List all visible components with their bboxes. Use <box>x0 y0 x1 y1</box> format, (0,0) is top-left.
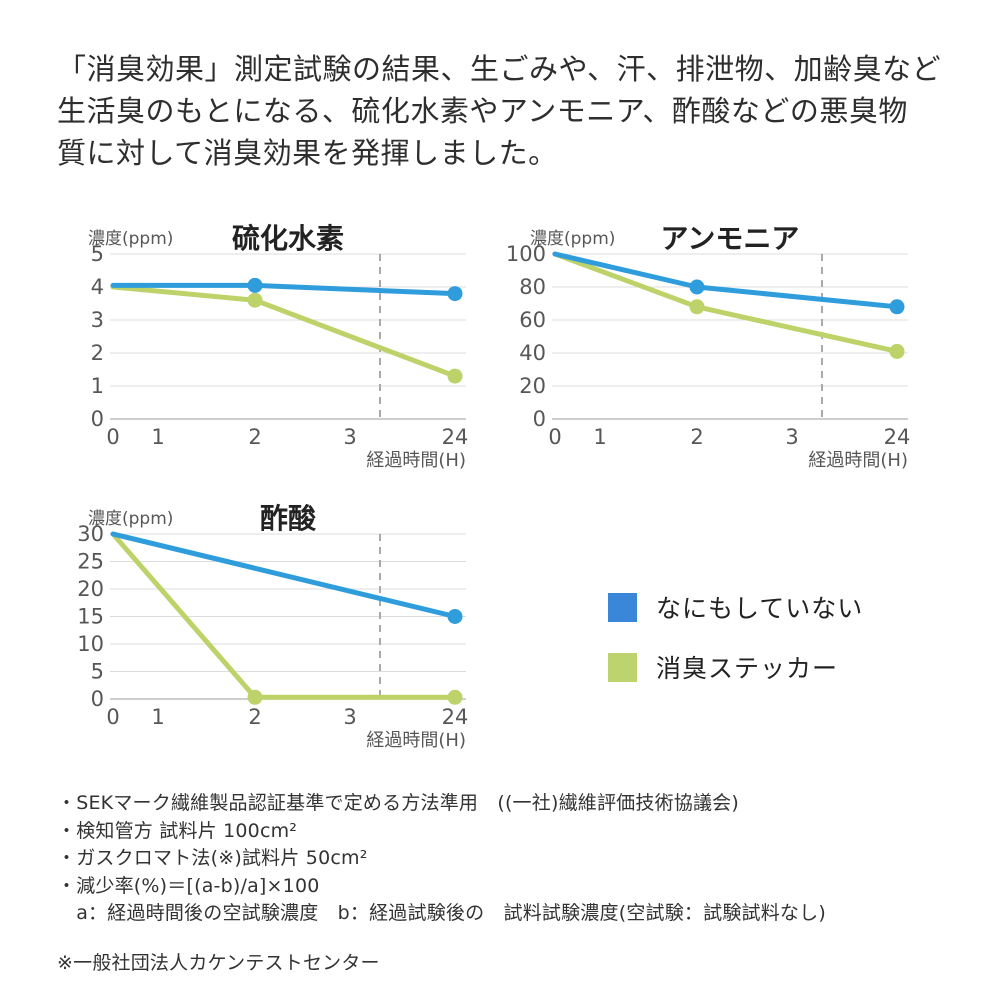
y-tick-label: 3 <box>91 308 104 332</box>
legend-label-deodorant-sticker: 消臭ステッカー <box>656 654 839 683</box>
footnote-line-2: ・検知管方 試料片 100cm² <box>57 819 298 842</box>
y-tick-label: 0 <box>533 407 546 431</box>
series-line <box>110 284 458 379</box>
x-tick-label: 3 <box>343 425 356 449</box>
x-tick-label: 1 <box>151 425 164 449</box>
y-tick-label: 0 <box>91 407 104 431</box>
chart-title: アンモニア <box>661 222 800 255</box>
data-point <box>447 368 463 384</box>
y-tick-label: 100 <box>506 242 546 266</box>
x-tick-label: 1 <box>593 425 606 449</box>
y-tick-label: 30 <box>77 522 104 546</box>
data-point <box>889 343 905 359</box>
x-tick-label: 0 <box>106 425 119 449</box>
y-tick-label: 60 <box>519 308 546 332</box>
data-point <box>247 689 263 705</box>
intro-line-1: 「消臭効果」測定試験の結果、生ごみや、汗、排泄物、加齢臭など <box>57 52 942 86</box>
y-tick-label: 4 <box>91 275 104 299</box>
y-axis-label: 濃度(ppm) <box>88 229 173 249</box>
data-point <box>889 299 905 315</box>
y-tick-label: 0 <box>91 687 104 711</box>
x-tick-label: 1 <box>151 705 164 729</box>
intro-line-3: 質に対して消臭効果を発揮しました。 <box>57 136 558 170</box>
x-tick-label: 0 <box>106 705 119 729</box>
x-tick-label: 0 <box>548 425 561 449</box>
x-axis-label: 経過時間(H) <box>366 450 466 471</box>
data-point <box>247 277 263 293</box>
y-tick-label: 40 <box>519 341 546 365</box>
y-tick-label: 80 <box>519 275 546 299</box>
chart-ammonia: 100 80 60 40 20 0 0 1 2 3 24 アンモニア 濃度(ppm) 経過時間(H) <box>500 211 940 471</box>
data-point <box>447 689 463 705</box>
chart-canvas: 100 80 60 40 20 00 1 2 3 24 アンモニア 濃度(ppm) 経過時間(H) <box>506 222 911 471</box>
chart-title: 硫化水素 <box>232 222 344 255</box>
data-point <box>447 609 463 624</box>
y-tick-label: 2 <box>91 341 104 365</box>
chart-acetic-acid: 30 25 20 15 10 5 0 0 1 2 3 24 酢酸 濃度(ppm) 経過時間(H) <box>58 491 498 751</box>
legend: なにもしていない 消臭ステッカー <box>608 589 863 709</box>
chart-canvas: 5 4 3 2 1 00 1 2 3 24 硫化水素 濃度(ppm) 経過時間(H) <box>88 222 469 471</box>
y-tick-label: 25 <box>77 550 104 574</box>
intro-text: 「消臭効果」測定試験の結果、生ごみや、汗、排泄物、加齢臭など 生活臭のもとになる… <box>57 48 957 174</box>
x-tick-label: 24 <box>884 425 911 449</box>
data-point <box>447 286 463 302</box>
series-line <box>110 531 458 619</box>
x-tick-label: 3 <box>785 425 798 449</box>
intro-line-2: 生活臭のもとになる、硫化水素やアンモニア、酢酸などの悪臭物 <box>57 94 908 128</box>
chart-title: 酢酸 <box>260 502 317 535</box>
x-axis-label: 経過時間(H) <box>808 450 908 471</box>
series-line <box>552 251 900 310</box>
data-point <box>247 292 263 308</box>
data-point <box>689 299 705 315</box>
footnote-line-1: ・SEKマーク繊維製品認証基準で定める方法準用 ((一社)繊維評価技術協議会) <box>57 792 739 814</box>
y-tick-label: 5 <box>91 242 104 266</box>
footnote-line-3: ・ガスクロマト法(※)試料片 50cm² <box>57 847 368 869</box>
legend-item-deodorant-sticker: 消臭ステッカー <box>608 649 863 685</box>
x-tick-label: 2 <box>248 705 261 729</box>
y-tick-label: 20 <box>519 374 546 398</box>
y-tick-label: 1 <box>91 374 104 398</box>
footnote-line-5: a：経過時間後の空試験濃度 b：経過試験後の 試料試験濃度(空試験：試験試料なし… <box>57 902 826 924</box>
y-axis-label: 濃度(ppm) <box>530 229 615 249</box>
legend-label-untreated: なにもしていない <box>656 594 864 623</box>
legend-swatch-blue <box>608 592 637 622</box>
test-center-note: ※一般社団法人カケンテストセンター <box>57 951 380 974</box>
x-tick-label: 3 <box>343 705 356 729</box>
footnote-line-4: ・減少率(%)＝[(a-b)/a]×100 <box>57 874 320 897</box>
legend-swatch-green <box>608 652 637 682</box>
y-tick-label: 5 <box>91 660 104 684</box>
footnotes: ・SEKマーク繊維製品認証基準で定める方法準用 ((一社)繊維評価技術協議会) … <box>57 790 967 977</box>
data-point <box>689 279 705 295</box>
chart-hydrogen-sulfide: 5 4 3 2 1 0 0 1 2 3 24 硫化水素 濃度(ppm) 経過時間(H) <box>58 211 498 471</box>
y-tick-label: 15 <box>77 605 104 629</box>
x-axis-label: 経過時間(H) <box>366 730 466 751</box>
x-tick-label: 24 <box>442 425 469 449</box>
x-tick-label: 2 <box>248 425 261 449</box>
series-line <box>110 531 458 700</box>
legend-item-untreated: なにもしていない <box>608 589 863 625</box>
y-tick-label: 10 <box>77 632 104 656</box>
y-tick-label: 20 <box>77 577 104 601</box>
y-axis-label: 濃度(ppm) <box>88 509 173 529</box>
x-tick-label: 24 <box>442 705 469 729</box>
x-tick-label: 2 <box>690 425 703 449</box>
